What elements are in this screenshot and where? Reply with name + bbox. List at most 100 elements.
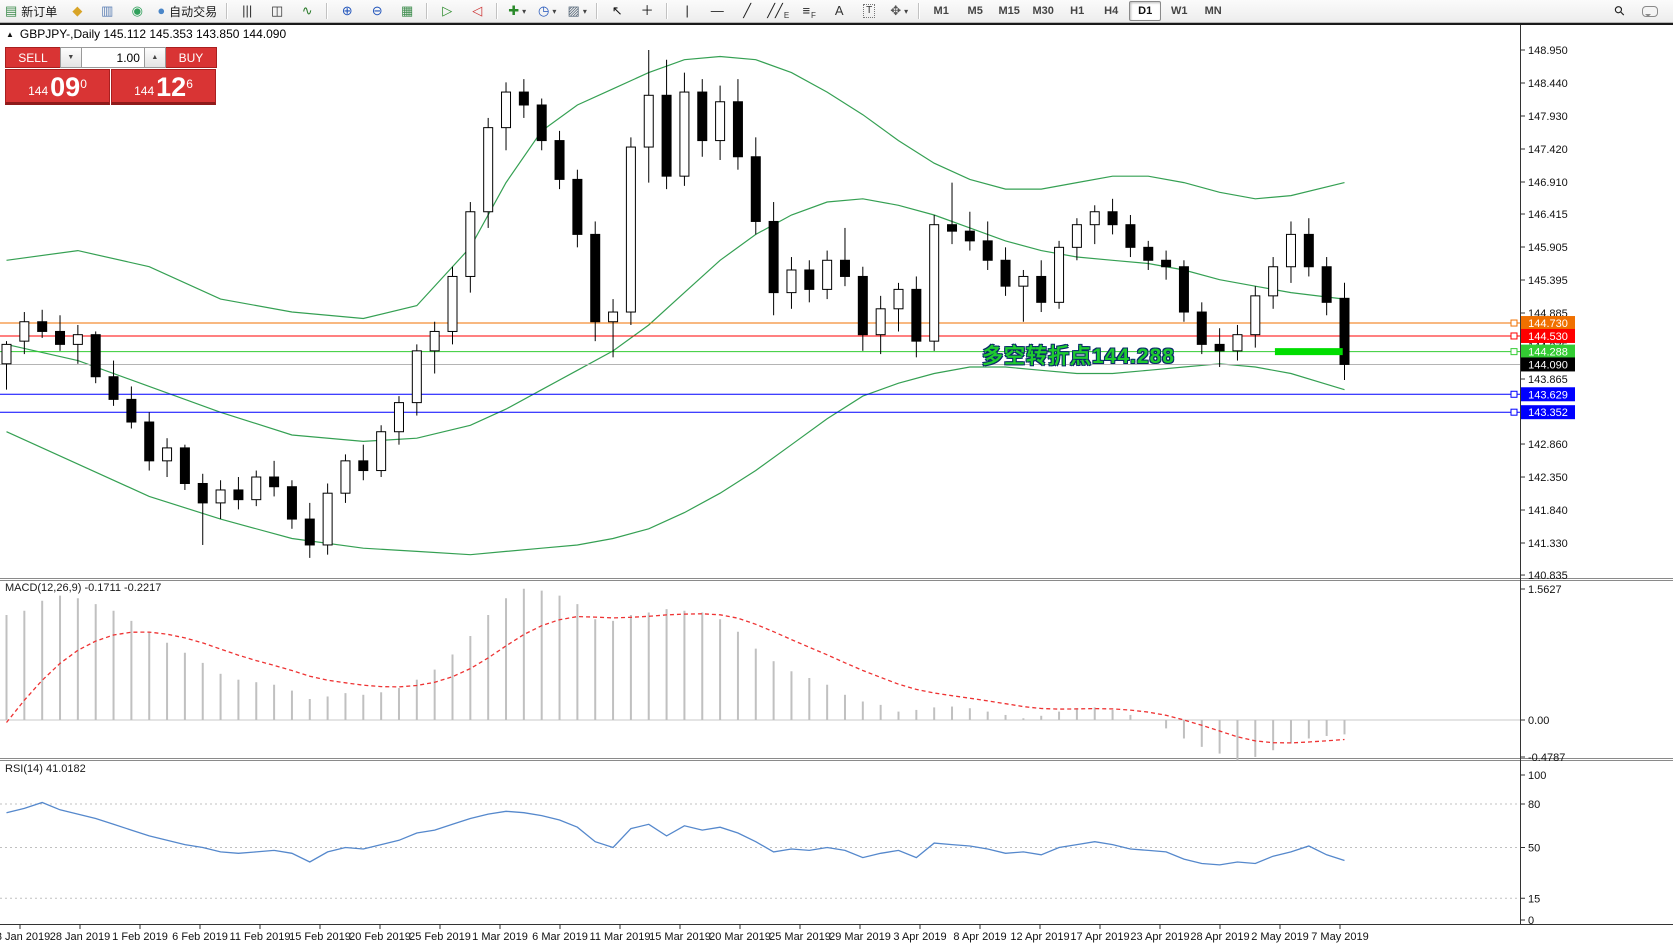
buy-button[interactable]: BUY <box>165 47 217 68</box>
candle <box>215 489 226 504</box>
timeframe-h4[interactable]: H4 <box>1104 5 1119 17</box>
price-badge-144.090: 144.090 <box>1521 357 1575 372</box>
signals-button[interactable]: ◉ <box>123 1 151 21</box>
hline-anchor[interactable] <box>1510 408 1518 416</box>
price-tick-label: 146.910 <box>1528 177 1568 189</box>
candle <box>715 101 726 142</box>
hline-anchor[interactable] <box>1510 332 1518 340</box>
search-button[interactable]: ⚲ <box>1606 1 1634 21</box>
candle <box>1285 233 1296 268</box>
template-icon: ▨ <box>567 3 580 18</box>
periods-button[interactable]: ◷ ▾ <box>533 1 561 21</box>
terminal-button[interactable]: ▥ <box>93 1 121 21</box>
zoom-in-button[interactable]: ⊕ <box>333 1 361 21</box>
arrows-button[interactable]: ✥ ▾ <box>885 1 913 21</box>
trendline-button[interactable]: ╱ <box>733 1 761 21</box>
fibonacci-button[interactable]: ≡ F <box>795 1 823 21</box>
templates-button[interactable]: ▨ ▾ <box>563 1 591 21</box>
volume-increase-button[interactable]: ▲ <box>143 47 166 68</box>
timeframe-mn[interactable]: MN <box>1204 5 1222 17</box>
candlestick-icon: ◫ <box>271 3 284 18</box>
symbol-ohlc-header: ▲ GBPJPY-,Daily 145.112 145.353 143.850 … <box>6 27 286 41</box>
collapse-panel-icon[interactable]: ▲ <box>6 29 14 39</box>
candlestick-chart-button[interactable]: ◫ <box>263 1 291 21</box>
candle <box>393 402 404 433</box>
new-order-icon: ▤ <box>5 3 18 18</box>
timeframe-h1[interactable]: H1 <box>1070 5 1085 17</box>
candle <box>1321 266 1332 303</box>
date-label: 1 Feb 2019 <box>112 931 168 943</box>
candle <box>732 101 743 158</box>
candle <box>19 321 30 342</box>
candle <box>1196 311 1207 345</box>
bollinger-upper <box>6 55 1345 320</box>
svg-text:144.530: 144.530 <box>1528 331 1568 343</box>
candle <box>1178 266 1189 313</box>
autotrading-button[interactable]: ● 自动交易 <box>153 1 221 21</box>
volume-stepper: ▼ ▲ <box>59 47 166 68</box>
chevron-down-icon[interactable]: ▾ <box>904 6 909 16</box>
rsi-line <box>6 801 1345 866</box>
candle <box>822 259 833 290</box>
candle <box>1000 259 1011 287</box>
volume-input[interactable] <box>81 47 144 68</box>
candle <box>55 330 66 345</box>
cursor-button[interactable]: ↖ <box>603 1 631 21</box>
chevron-down-icon[interactable]: ▾ <box>582 6 587 16</box>
add-indicator-icon: ✚ <box>508 3 520 18</box>
vertical-line-button[interactable]: | <box>673 1 701 21</box>
buy-price[interactable]: 144 12 6 <box>111 69 216 105</box>
candle <box>697 91 708 142</box>
hline-anchor[interactable] <box>1510 390 1518 398</box>
hline-anchor[interactable] <box>1510 319 1518 327</box>
zoom-in-icon: ⊕ <box>341 3 353 18</box>
timeframe-m30[interactable]: M30 <box>1032 5 1054 17</box>
horizontal-line-button[interactable]: — <box>703 1 731 21</box>
price-tick-label: 141.330 <box>1528 538 1568 550</box>
tile-windows-button[interactable]: ▦ <box>393 1 421 21</box>
indicators-button[interactable]: ✚ ▾ <box>503 1 531 21</box>
candle <box>1161 259 1172 268</box>
sell-button[interactable]: SELL <box>5 47 60 68</box>
candle <box>1214 343 1225 352</box>
timeframe-m1[interactable]: M1 <box>933 5 949 17</box>
price-tick-label: 140.835 <box>1528 570 1568 582</box>
timeframe-m5[interactable]: M5 <box>967 5 983 17</box>
candle <box>1232 334 1243 352</box>
sell-price-figure: 144 <box>28 84 49 98</box>
new-order-button[interactable]: ▤ 新订单 <box>1 1 61 21</box>
line-chart-button[interactable]: ∿ <box>293 1 321 21</box>
date-label: 2 May 2019 <box>1251 931 1308 943</box>
autoscroll-button[interactable]: ▷ <box>433 1 461 21</box>
gold-bullion-button[interactable]: ◆ <box>63 1 91 21</box>
crosshair-button[interactable]: ＋ <box>633 1 661 21</box>
text-button[interactable]: A <box>825 1 853 21</box>
cursor-icon: ↖ <box>611 3 623 18</box>
volume-decrease-button[interactable]: ▼ <box>59 47 82 68</box>
sell-price[interactable]: 144 09 0 <box>5 69 110 105</box>
candle <box>857 275 868 336</box>
candle <box>90 334 101 378</box>
candle <box>554 140 565 180</box>
chevron-down-icon[interactable]: ▾ <box>552 6 557 16</box>
chevron-down-icon[interactable]: ▾ <box>522 6 527 16</box>
chat-button[interactable] <box>1636 1 1664 21</box>
candle <box>179 447 190 484</box>
text-label-button[interactable]: T <box>855 1 883 21</box>
timeframe-m15[interactable]: M15 <box>998 5 1020 17</box>
candle <box>251 476 262 501</box>
hline-anchor[interactable] <box>1510 348 1518 356</box>
zoom-out-button[interactable]: ⊖ <box>363 1 391 21</box>
candle <box>572 178 583 235</box>
chart-shift-button[interactable]: ◁ <box>463 1 491 21</box>
candle <box>536 104 547 142</box>
timeframe-d1[interactable]: D1 <box>1129 1 1162 21</box>
autoscroll-icon: ▷ <box>442 3 453 18</box>
bar-chart-button[interactable]: ||| <box>233 1 261 21</box>
channel-button[interactable]: ╱╱ E <box>763 1 793 21</box>
candle <box>625 146 636 313</box>
timeframe-w1[interactable]: W1 <box>1170 5 1188 17</box>
